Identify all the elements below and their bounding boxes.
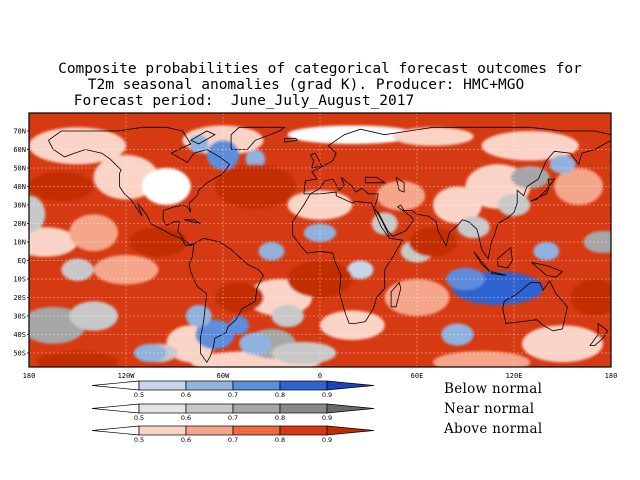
lat-label: 50S xyxy=(13,350,26,358)
anomaly-region xyxy=(214,164,296,209)
coastline xyxy=(395,176,405,193)
title-line-1: Composite probabilities of categorical f… xyxy=(58,61,582,77)
colorbar-tick: 0.6 xyxy=(181,436,191,444)
anomaly-region xyxy=(457,216,490,239)
coastline xyxy=(184,219,201,224)
anomaly-region xyxy=(347,260,374,279)
anomaly-region xyxy=(69,214,118,252)
legend-near-label: Near normal xyxy=(444,401,535,417)
lon-label: 120E xyxy=(506,372,523,380)
anomaly-region xyxy=(481,131,579,161)
anomaly-region xyxy=(61,258,94,281)
colorbar-tick: 0.9 xyxy=(322,391,332,399)
title-line-3: Forecast period: June_July_August_2017 xyxy=(73,93,415,109)
colorbar-tick: 0.7 xyxy=(228,414,238,422)
title-line-2: T2m seasonal anomalies (grad K). Produce… xyxy=(87,77,525,93)
colorbar-tick: 0.7 xyxy=(228,436,238,444)
lat-label: 10S xyxy=(13,276,26,284)
colorbar-tick: 0.8 xyxy=(275,436,285,444)
coastline xyxy=(491,271,506,276)
anomaly-region xyxy=(392,127,474,146)
legend-above-label: Above normal xyxy=(444,421,543,437)
coastline xyxy=(303,139,611,260)
map-field xyxy=(29,113,611,367)
colorbar-tick: 0.9 xyxy=(322,414,332,422)
lat-label: 40N xyxy=(13,183,26,191)
anomaly-region xyxy=(533,242,560,261)
coastline xyxy=(48,126,231,247)
lat-label: 50N xyxy=(13,165,26,173)
coastline xyxy=(497,246,513,269)
lat-label: 60N xyxy=(13,146,26,154)
colorbar-tick: 0.7 xyxy=(228,391,238,399)
colorbar-tick: 0.5 xyxy=(134,436,144,444)
lon-label: 180 xyxy=(605,372,618,380)
legend-below-label: Below normal xyxy=(444,381,543,397)
anomaly-region xyxy=(245,149,266,168)
lat-label: 40S xyxy=(13,331,26,339)
colorbar-above: 0.5 0.6 0.7 0.8 0.9 xyxy=(91,425,375,444)
coastline xyxy=(473,251,491,272)
anomaly-region xyxy=(433,351,531,367)
lat-label: 10N xyxy=(13,239,26,247)
lon-label: 0 xyxy=(318,372,322,380)
coastline xyxy=(284,138,299,143)
map-frame xyxy=(28,112,612,368)
anomaly-region xyxy=(319,310,385,341)
anomaly-region xyxy=(229,316,249,335)
colorbar-tick: 0.6 xyxy=(181,391,191,399)
coastline xyxy=(188,237,264,364)
lat-label: 20S xyxy=(13,294,26,302)
anomaly-region xyxy=(239,332,272,355)
lat-label: 30S xyxy=(13,313,26,321)
anomaly-region xyxy=(303,223,337,242)
colorbar-tick: 0.5 xyxy=(134,391,144,399)
coastline xyxy=(364,176,387,184)
coastline xyxy=(292,191,404,324)
lon-label: 120W xyxy=(118,372,136,380)
anomaly-region xyxy=(549,155,576,174)
lat-labels: 70N 60N 50N 40N 30N 20N 10N EQ 10S 20S 30S 40S 50S xyxy=(13,128,29,358)
coastline xyxy=(230,126,286,150)
lat-label: 30N xyxy=(13,202,26,210)
colorbars: 0.5 0.6 0.7 0.8 0.90.5 0.6 0.7 0.8 0.90.5 0.6 0.7 0… xyxy=(91,380,375,444)
anomaly-region xyxy=(371,212,398,235)
lat-label: 70N xyxy=(13,128,26,136)
lon-labels: 180 120W 60W 0 60E 120E 180 xyxy=(23,372,618,380)
colorbar-tick: 0.9 xyxy=(322,436,332,444)
lon-label: 60E xyxy=(411,372,424,380)
coastline xyxy=(531,262,564,278)
anomaly-region xyxy=(258,242,285,261)
coastline xyxy=(190,130,216,145)
anomaly-region xyxy=(271,304,304,328)
colorbar-tick: 0.6 xyxy=(181,414,191,422)
coastline xyxy=(390,281,402,308)
lon-label: 60W xyxy=(217,372,230,380)
lat-label: 20N xyxy=(13,220,26,228)
colorbar-tick: 0.5 xyxy=(134,414,144,422)
lat-label: EQ xyxy=(18,257,26,265)
colorbar-below: 0.5 0.6 0.7 0.8 0.9 xyxy=(91,380,375,399)
anomaly-region xyxy=(510,166,550,189)
colorbar-tick: 0.8 xyxy=(275,391,285,399)
anomaly-region xyxy=(37,351,118,367)
lon-label: 180 xyxy=(23,372,36,380)
coastline xyxy=(303,126,611,194)
anomaly-region xyxy=(522,325,603,363)
anomaly-region xyxy=(214,282,264,313)
coastline xyxy=(309,152,323,169)
colorbar-tick: 0.8 xyxy=(275,414,285,422)
coastline xyxy=(530,178,556,202)
colorbar-near: 0.5 0.6 0.7 0.8 0.9 xyxy=(91,403,375,422)
coastline xyxy=(374,208,390,237)
anomaly-region xyxy=(376,180,426,211)
